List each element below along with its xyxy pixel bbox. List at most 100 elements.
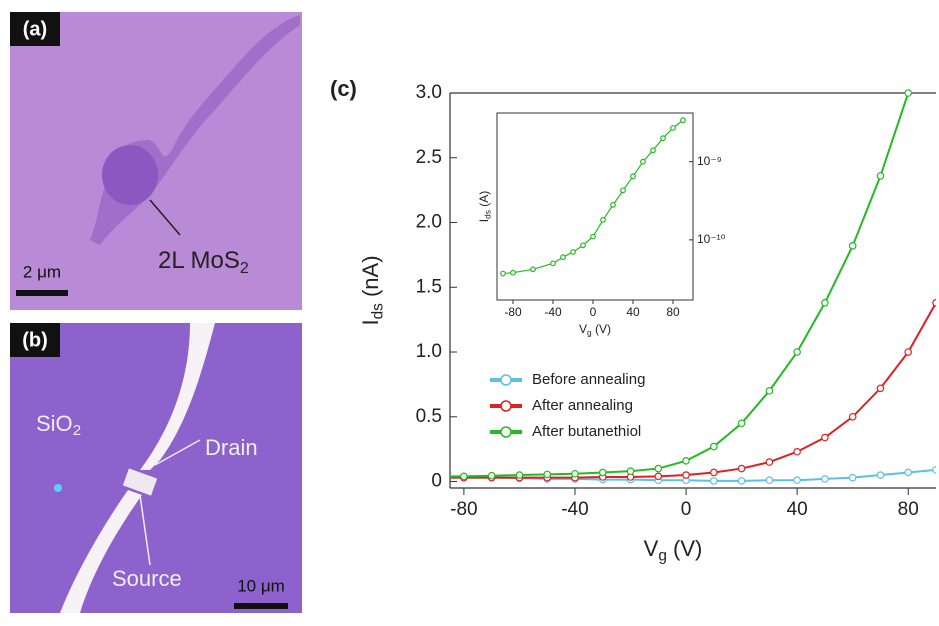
electrode	[140, 323, 215, 470]
data-point	[848, 242, 857, 250]
data-point	[737, 464, 746, 473]
legend-label: After butanethiol	[532, 423, 641, 440]
data-point	[710, 477, 718, 485]
data-point	[680, 117, 686, 124]
y-tick-label: 10⁻⁹	[697, 154, 722, 168]
x-tick-label: 80	[898, 499, 919, 520]
data-point	[904, 468, 913, 477]
electrode	[60, 490, 142, 613]
x-tick-label: 40	[626, 305, 640, 319]
legend-label: Before annealing	[532, 371, 645, 388]
data-point	[876, 471, 885, 479]
data-point	[654, 464, 663, 473]
material-sub: 2	[73, 422, 81, 439]
scale-bar	[234, 603, 288, 609]
label-unit: (A)	[477, 191, 491, 210]
inset-frame	[496, 112, 694, 301]
label-main: V	[579, 322, 587, 336]
y-tick-label: 2.0	[416, 212, 442, 233]
material-text: SiO	[36, 411, 73, 436]
y-tick-label: 2.5	[416, 147, 442, 168]
data-point	[515, 471, 524, 479]
legend-marker	[500, 374, 512, 386]
annotation-text: 2L MoS	[158, 247, 240, 274]
x-tick-label: 0	[681, 499, 692, 520]
data-point	[550, 260, 556, 267]
data-point	[710, 468, 718, 477]
data-point	[580, 242, 586, 249]
panel-b: (b) SiO2 Drain Source 10 μm	[10, 323, 302, 613]
x-tick-label: 40	[787, 499, 808, 520]
data-point	[793, 447, 801, 456]
label-main: I	[358, 319, 383, 325]
y-tick-label: 10⁻¹⁰	[697, 232, 726, 246]
scale-label: 2 μm	[23, 262, 61, 281]
panel-label: (a)	[23, 18, 47, 40]
label-unit: (V)	[667, 536, 702, 561]
data-point	[640, 158, 646, 165]
label-box	[10, 12, 60, 46]
x-axis-label: Vg (V)	[644, 536, 703, 565]
data-point	[737, 477, 746, 485]
annotation: 2L MoS2	[158, 247, 249, 277]
label-unit: (V)	[592, 322, 611, 336]
data-point	[500, 270, 506, 277]
y-tick-label: 1.0	[416, 341, 442, 362]
series-line	[450, 92, 910, 478]
label-unit: (nA)	[358, 255, 383, 303]
data-point	[620, 187, 626, 194]
data-point	[630, 173, 636, 180]
label-sub: ds	[483, 210, 493, 219]
data-point	[590, 233, 596, 240]
data-point	[560, 254, 566, 261]
series-line	[450, 302, 936, 479]
data-point	[598, 468, 607, 477]
y-tick-label: 0.5	[416, 406, 442, 427]
y-tick-label: 3.0	[416, 82, 442, 103]
data-point	[530, 266, 536, 273]
y-tick-label: 1.5	[416, 276, 442, 297]
legend-marker	[500, 400, 512, 412]
source-label: Source	[112, 566, 182, 591]
data-point	[932, 299, 936, 307]
data-point	[765, 387, 774, 395]
data-point	[610, 202, 616, 208]
data-point	[543, 470, 552, 479]
data-point	[682, 471, 690, 479]
x-tick-label: -80	[504, 305, 522, 319]
data-point	[821, 475, 829, 483]
pointer	[149, 199, 181, 236]
micrograph	[10, 323, 302, 613]
data-point	[793, 348, 801, 356]
data-point	[487, 471, 496, 480]
particle	[54, 484, 62, 492]
x-tick-label: -80	[450, 499, 477, 520]
data-point	[876, 384, 885, 393]
data-point	[510, 269, 516, 276]
data-point	[670, 125, 676, 131]
x-tick-label: 0	[590, 305, 597, 319]
x-axis-label: Vg (V)	[579, 322, 611, 338]
label-main: V	[644, 536, 659, 561]
label-sub: g	[587, 328, 592, 338]
data-point	[932, 466, 936, 474]
legend-marker	[500, 426, 512, 438]
data-point	[600, 217, 606, 223]
panel-a: (a) 2L MoS2 2 μm	[10, 12, 302, 310]
label-main: I	[477, 219, 491, 222]
data-point	[570, 249, 576, 255]
data-point	[904, 348, 913, 356]
flake	[102, 145, 158, 205]
data-point	[654, 472, 663, 481]
data-point	[710, 442, 718, 451]
data-point	[460, 472, 468, 481]
data-point	[848, 412, 857, 421]
label-sub: g	[658, 548, 667, 565]
data-point	[876, 172, 885, 180]
y-axis-label: Ids (nA)	[358, 255, 387, 325]
pointer	[139, 494, 151, 566]
x-tick-label: -40	[561, 499, 588, 520]
data-point	[904, 89, 913, 97]
data-point	[737, 419, 746, 428]
